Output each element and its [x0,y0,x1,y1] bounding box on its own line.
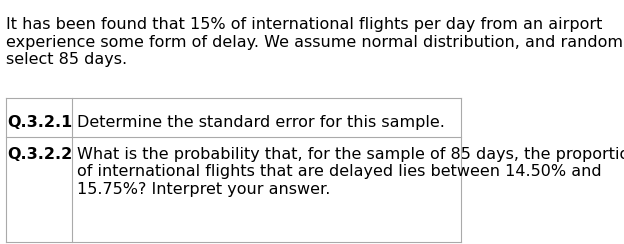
Text: of international flights that are delayed lies between 14.50% and: of international flights that are delaye… [77,164,602,179]
Text: Determine the standard error for this sample.: Determine the standard error for this sa… [77,115,445,130]
Text: experience some form of delay. We assume normal distribution, and randomly: experience some form of delay. We assume… [6,35,624,50]
Text: It has been found that 15% of international flights per day from an airport: It has been found that 15% of internatio… [6,17,602,32]
Text: Q.3.2.2: Q.3.2.2 [7,147,72,162]
Text: What is the probability that, for the sample of 85 days, the proportion: What is the probability that, for the sa… [77,147,624,162]
Text: select 85 days.: select 85 days. [6,52,127,67]
Text: 15.75%? Interpret your answer.: 15.75%? Interpret your answer. [77,182,330,197]
Text: Q.3.2.1: Q.3.2.1 [7,115,72,130]
